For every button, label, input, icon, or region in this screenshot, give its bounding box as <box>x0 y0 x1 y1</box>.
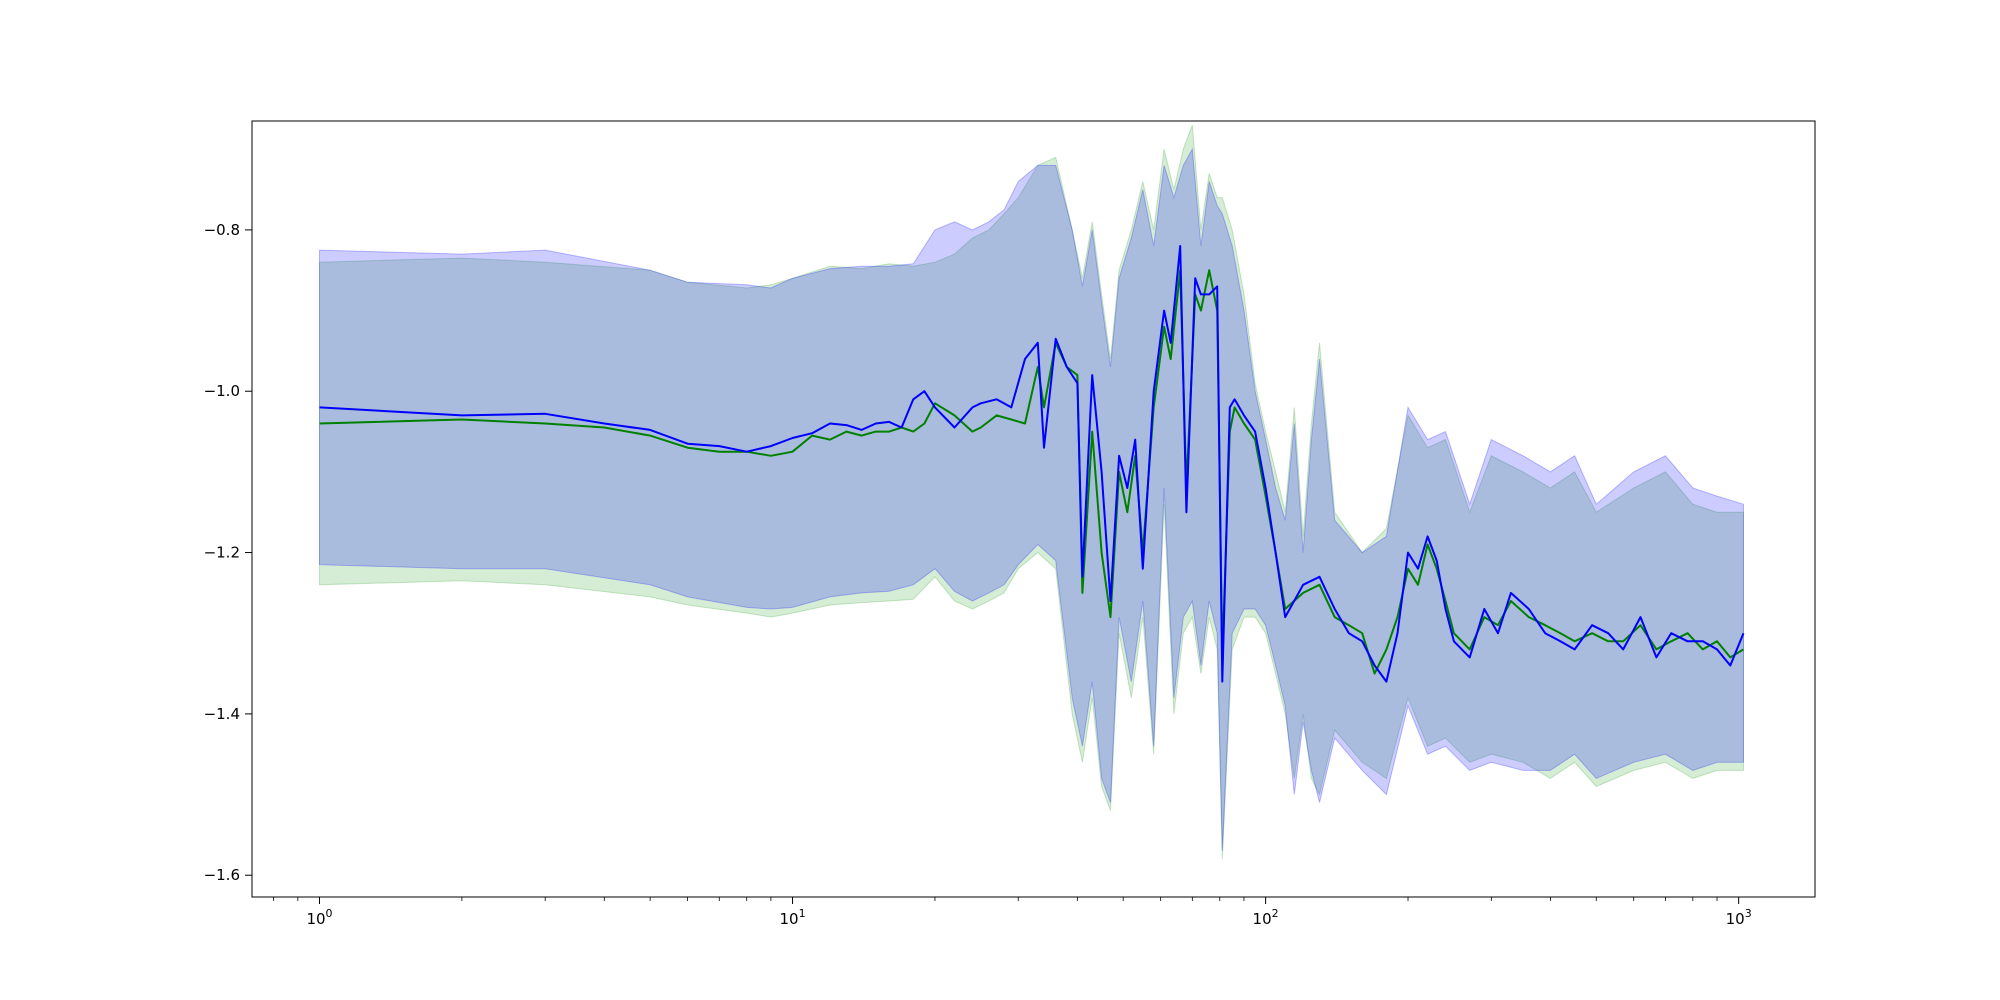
x-tick-label: 102 <box>1253 907 1279 928</box>
y-tick-label: −0.8 <box>204 221 240 239</box>
plot-frame <box>251 120 1816 898</box>
y-axis: −0.8 −1.0 −1.2 −1.4 −1.6 <box>204 221 252 884</box>
y-tick-label: −1.6 <box>204 866 240 884</box>
y-tick-label: −1.4 <box>204 705 240 723</box>
x-tick-label: 100 <box>306 907 332 928</box>
series-lines <box>319 245 1745 683</box>
y-tick-label: −1.2 <box>204 544 240 562</box>
x-tick-label: 101 <box>780 907 806 928</box>
series-line-2 <box>319 245 1745 683</box>
x-tick-label: 103 <box>1726 907 1752 928</box>
x-axis: 100 101 102 103 <box>273 897 1752 928</box>
y-tick-label: −1.0 <box>204 382 240 400</box>
